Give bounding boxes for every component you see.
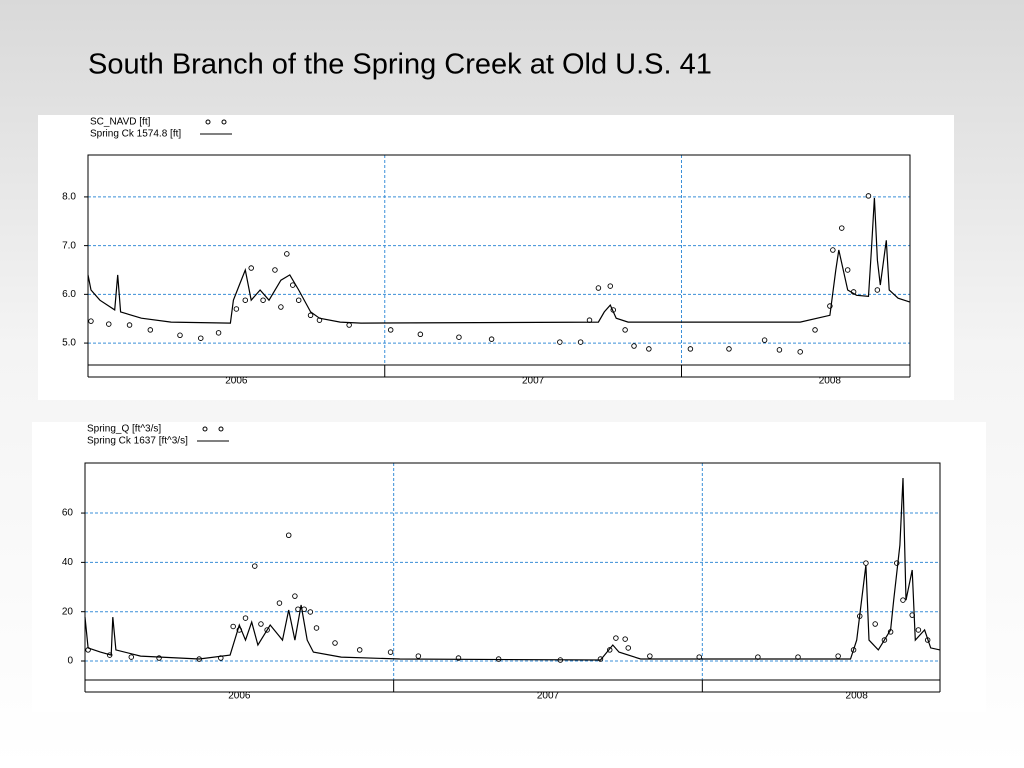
data-point: [285, 532, 292, 539]
data-point: [863, 560, 869, 566]
data-point: [646, 346, 652, 352]
legend-marker: [218, 426, 224, 432]
legend-label: Spring Ck 1637 [ft^3/s]: [87, 436, 188, 447]
legend-label: SC_NAVD [ft]: [90, 117, 151, 128]
data-point: [307, 609, 314, 615]
data-line: [84, 477, 941, 661]
data-point: [797, 349, 803, 355]
data-point: [290, 282, 296, 288]
y-tick-label: 20: [62, 606, 74, 617]
data-point: [260, 297, 266, 303]
data-point: [488, 336, 495, 342]
data-point: [198, 335, 204, 341]
data-point: [625, 645, 631, 651]
data-point: [607, 283, 614, 289]
data-point: [900, 597, 906, 603]
data-point: [295, 297, 302, 303]
chart-panel: [32, 422, 986, 712]
data-point: [577, 339, 584, 345]
x-tick-label: 2007: [522, 376, 545, 387]
data-point: [230, 623, 236, 630]
data-point: [387, 327, 394, 333]
data-point: [865, 193, 872, 199]
legend-label: Spring Ck 1574.8 [ft]: [90, 129, 181, 140]
x-tick-label: 2006: [225, 376, 248, 387]
legend-marker: [221, 119, 227, 125]
y-tick-label: 7.0: [62, 240, 76, 251]
data-point: [595, 285, 602, 291]
data-point: [838, 225, 845, 231]
y-tick-label: 40: [62, 557, 74, 568]
data-point: [233, 306, 240, 312]
data-point: [278, 304, 284, 310]
data-point: [284, 251, 290, 257]
data-point: [346, 322, 352, 328]
data-point: [647, 653, 653, 659]
data-point: [248, 265, 254, 271]
legend-marker: [202, 426, 208, 432]
data-point: [812, 327, 818, 333]
data-point: [830, 247, 836, 253]
data-point: [258, 621, 264, 627]
y-tick-label: 6.0: [62, 289, 76, 300]
data-point: [147, 327, 154, 333]
data-point: [177, 332, 183, 339]
plot-frame: [87, 154, 911, 366]
slide-title: South Branch of the Spring Creek at Old …: [88, 49, 712, 81]
data-point: [687, 346, 694, 352]
data-point: [631, 343, 637, 349]
data-point: [88, 318, 94, 324]
data-point: [874, 287, 881, 293]
data-point: [276, 600, 283, 606]
x-tick-label: 2008: [819, 376, 842, 387]
data-point: [332, 640, 338, 646]
data-point: [622, 327, 628, 333]
data-point: [252, 563, 258, 569]
data-point: [417, 331, 424, 338]
data-point: [844, 267, 851, 273]
data-point: [415, 653, 422, 659]
plot-frame: [84, 462, 941, 681]
data-point: [356, 647, 363, 653]
chart-panel: [38, 115, 954, 400]
data-point: [726, 346, 732, 352]
data-line: [87, 197, 911, 324]
y-tick-label: 5.0: [62, 338, 76, 349]
x-tick-label: 2007: [537, 691, 560, 702]
data-point: [456, 334, 462, 340]
x-tick-label: 2006: [228, 691, 251, 702]
data-point: [128, 654, 135, 660]
data-point: [387, 649, 394, 655]
data-point: [835, 653, 841, 659]
data-point: [126, 322, 133, 328]
data-point: [307, 312, 314, 319]
legend-marker: [205, 119, 211, 125]
data-point: [242, 615, 249, 621]
y-tick-label: 60: [62, 508, 74, 519]
data-point: [292, 593, 298, 599]
data-point: [776, 347, 783, 353]
x-tick-label: 2008: [846, 691, 869, 702]
data-point: [313, 625, 320, 631]
data-point: [106, 321, 112, 327]
data-point: [872, 621, 878, 627]
data-point: [215, 330, 222, 336]
data-point: [622, 636, 628, 642]
y-tick-label: 8.0: [62, 192, 76, 203]
data-point: [242, 297, 249, 303]
data-point: [272, 267, 278, 273]
legend-label: Spring_Q [ft^3/s]: [87, 424, 161, 435]
data-point: [761, 337, 768, 343]
data-point: [613, 635, 619, 641]
data-point: [915, 627, 922, 633]
y-tick-label: 0: [67, 656, 73, 667]
data-point: [557, 339, 563, 345]
